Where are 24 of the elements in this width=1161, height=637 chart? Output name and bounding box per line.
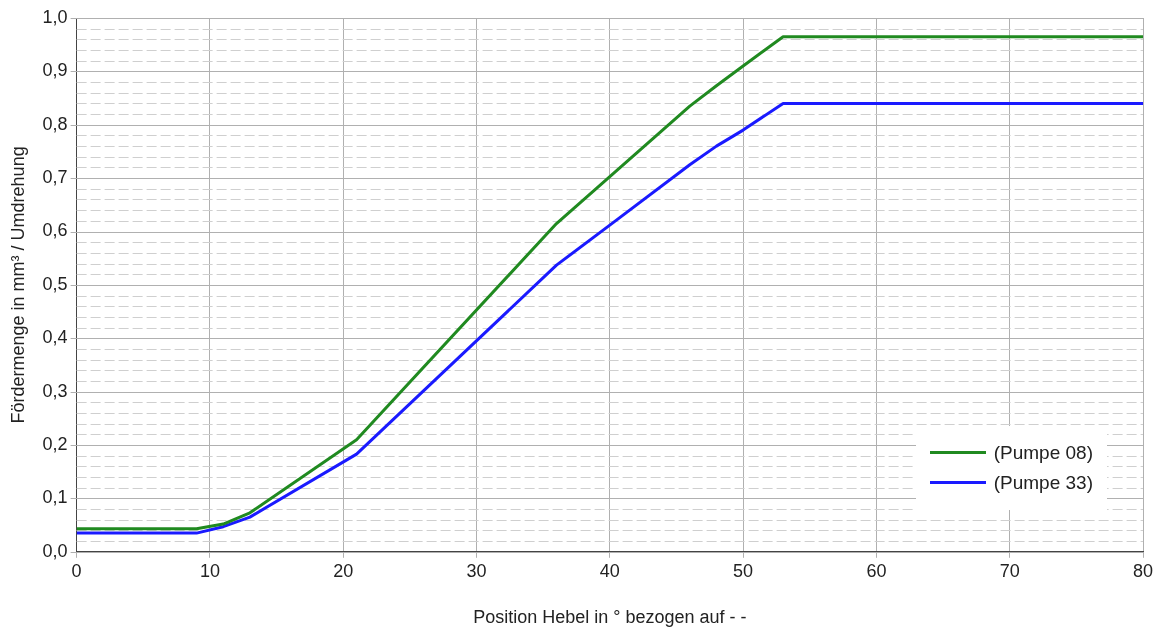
y-tick-label: 0,5	[42, 273, 68, 294]
x-axis-title: Position Hebel in ° bezogen auf - -	[473, 607, 747, 628]
x-tick-label: 30	[466, 560, 487, 581]
y-tick-label: 0,7	[42, 167, 68, 188]
legend-label: (Pumpe 08)	[993, 441, 1093, 464]
y-tick-label: 0,4	[42, 327, 68, 348]
y-tick-label: 0,1	[42, 487, 68, 508]
y-tick-label: 0,6	[42, 220, 68, 241]
x-tick-label: 10	[199, 560, 220, 581]
x-tick-label: 20	[333, 560, 354, 581]
legend-label: (Pumpe 33)	[993, 471, 1093, 494]
x-tick-label: 70	[999, 560, 1020, 581]
x-tick-label: 40	[599, 560, 620, 581]
x-tick-label: 60	[866, 560, 887, 581]
y-tick-label: 0,9	[42, 60, 68, 81]
y-tick-label: 1,0	[42, 6, 68, 27]
y-tick-label: 0,8	[42, 113, 68, 134]
x-tick-label: 50	[733, 560, 754, 581]
y-tick-label: 0,2	[42, 434, 68, 455]
y-tick-label: 0,0	[42, 540, 68, 561]
y-axis-title: Fördermenge in mm³ / Umdrehung	[7, 146, 28, 424]
x-tick-label: 80	[1132, 560, 1154, 581]
y-tick-label: 0,3	[42, 380, 68, 401]
x-tick-label: 0	[71, 560, 82, 581]
